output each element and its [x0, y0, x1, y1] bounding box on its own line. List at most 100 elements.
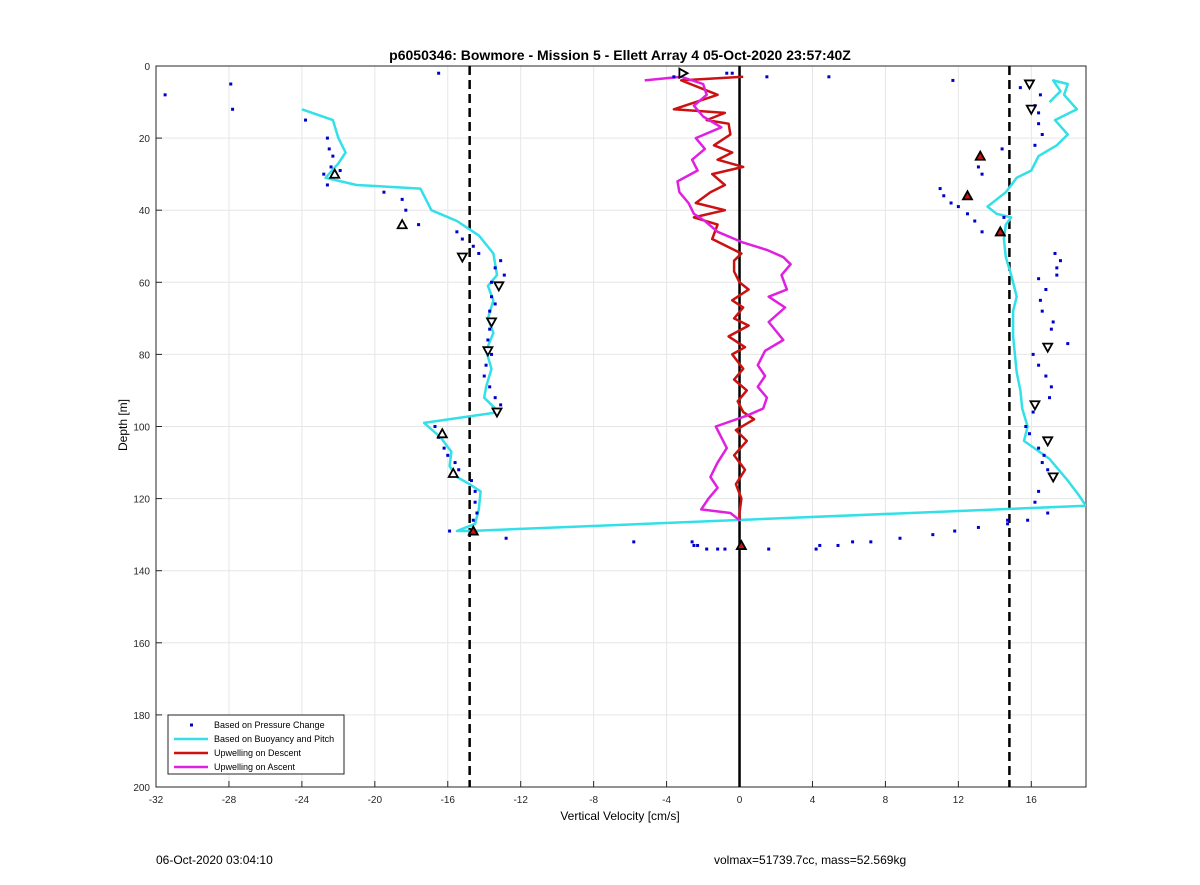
pressure-change-point: [453, 461, 457, 465]
pressure-change-point: [1037, 446, 1041, 450]
pressure-change-point: [723, 547, 727, 551]
pressure-change-point: [455, 230, 459, 234]
pressure-change-point: [1040, 132, 1044, 136]
pressure-change-point: [469, 479, 473, 483]
triangle-marker: [328, 167, 341, 179]
pressure-change-point: [973, 219, 977, 223]
pressure-change-point: [486, 338, 490, 342]
pressure-change-point: [705, 547, 709, 551]
pressure-change-point: [632, 540, 636, 544]
pressure-change-point: [1026, 518, 1030, 522]
triangle-marker: [436, 427, 449, 439]
x-tick-label: 4: [810, 795, 816, 806]
pressure-change-point: [460, 237, 464, 241]
pressure-change-point: [836, 543, 840, 547]
y-tick-label: 100: [133, 423, 150, 434]
pressure-change-point: [493, 302, 497, 306]
pressure-change-point: [482, 374, 486, 378]
pressure-change-point: [818, 543, 822, 547]
pressure-change-point: [417, 223, 421, 227]
triangle-marker: [1028, 400, 1041, 412]
pressure-change-point: [1055, 273, 1059, 277]
pressure-change-point: [1044, 288, 1048, 292]
y-tick-label: 60: [139, 278, 151, 289]
pressure-change-point: [851, 540, 855, 544]
y-tick-label: 180: [133, 711, 150, 722]
pressure-change-point: [488, 385, 492, 389]
chart-title: p6050346: Bowmore - Mission 5 - Ellett A…: [389, 47, 851, 63]
x-tick-label: -4: [662, 795, 671, 806]
series-line-upwelling-on-ascent: [644, 75, 792, 522]
pressure-change-point: [448, 529, 452, 533]
pressure-change-point: [1031, 352, 1035, 356]
pressure-change-point: [725, 71, 729, 75]
footer-timestamp: 06-Oct-2020 03:04:10: [156, 853, 273, 867]
pressure-change-point: [690, 540, 694, 544]
pressure-change-point: [976, 165, 980, 169]
pressure-change-point: [1006, 522, 1010, 526]
pressure-change-point: [433, 425, 437, 428]
pressure-change-point: [488, 327, 492, 331]
pressure-change-point: [231, 107, 235, 111]
pressure-change-point: [490, 352, 494, 356]
x-axis-label: Vertical Velocity [cm/s]: [560, 809, 679, 823]
legend-label: Upwelling on Descent: [214, 748, 302, 758]
pressure-change-point: [488, 309, 492, 313]
pressure-change-point: [767, 547, 771, 551]
pressure-change-point: [1006, 518, 1010, 522]
pressure-change-point: [716, 547, 720, 551]
triangle-marker: [1025, 104, 1038, 116]
pressure-change-point: [499, 259, 503, 263]
pressure-change-point: [325, 183, 329, 187]
footer-volmax-mass: volmax=51739.7cc, mass=52.569kg: [714, 853, 907, 867]
legend-swatch-dot: [190, 723, 193, 727]
pressure-change-point: [976, 525, 980, 529]
pressure-change-point: [1044, 374, 1048, 378]
legend-label: Based on Buoyancy and Pitch: [214, 734, 334, 744]
x-tick-label: 12: [953, 795, 965, 806]
triangle-marker: [1023, 79, 1036, 91]
pressure-change-point: [325, 136, 329, 140]
pressure-change-point: [1046, 511, 1050, 515]
pressure-change-point: [949, 201, 953, 205]
pressure-change-point: [1053, 251, 1057, 255]
pressure-change-point: [938, 187, 942, 191]
x-tick-label: -12: [513, 795, 528, 806]
triangle-marker: [974, 149, 987, 161]
pressure-change-point: [1046, 468, 1050, 472]
pressure-change-point: [931, 533, 935, 537]
pressure-change-point: [1037, 111, 1041, 115]
pressure-change-point: [1033, 143, 1037, 147]
tick-labels: -32 -28 -24 -20 -16 -12 -8 -4 0 4 8 12 1602040608010…: [133, 62, 1037, 806]
x-tick-label: 16: [1026, 795, 1038, 806]
triangle-marker: [1041, 436, 1054, 448]
x-tick-label: 0: [737, 795, 743, 806]
pressure-change-point: [1018, 86, 1022, 90]
pressure-change-point: [493, 266, 497, 270]
series-line-based-on-buoyancy-and-pitch: [301, 79, 1086, 533]
pressure-change-point: [327, 147, 331, 151]
series-line-upwelling-on-descent: [672, 75, 756, 521]
pressure-change-point: [696, 543, 700, 547]
pressure-change-point: [338, 169, 342, 173]
triangle-marker: [396, 218, 409, 230]
triangle-marker: [492, 281, 505, 293]
pressure-change-point: [304, 118, 308, 122]
pressure-change-point: [1042, 453, 1046, 457]
pressure-change-point: [1037, 122, 1041, 126]
pressure-change-point: [1002, 215, 1006, 219]
pressure-change-point: [504, 536, 508, 540]
triangle-marker: [1047, 472, 1060, 484]
pressure-change-point: [953, 529, 957, 533]
triangle-marker: [735, 539, 748, 550]
triangle-marker: [481, 346, 494, 358]
pressure-change-point: [827, 75, 831, 79]
y-tick-label: 20: [139, 134, 151, 145]
pressure-change-point: [980, 230, 984, 234]
x-tick-label: -24: [295, 795, 310, 806]
pressure-change-point: [1027, 432, 1031, 436]
pressure-change-point: [1058, 259, 1062, 263]
pressure-change-point: [329, 165, 333, 169]
x-tick-label: 8: [883, 795, 889, 806]
pressure-change-point: [1049, 327, 1053, 331]
